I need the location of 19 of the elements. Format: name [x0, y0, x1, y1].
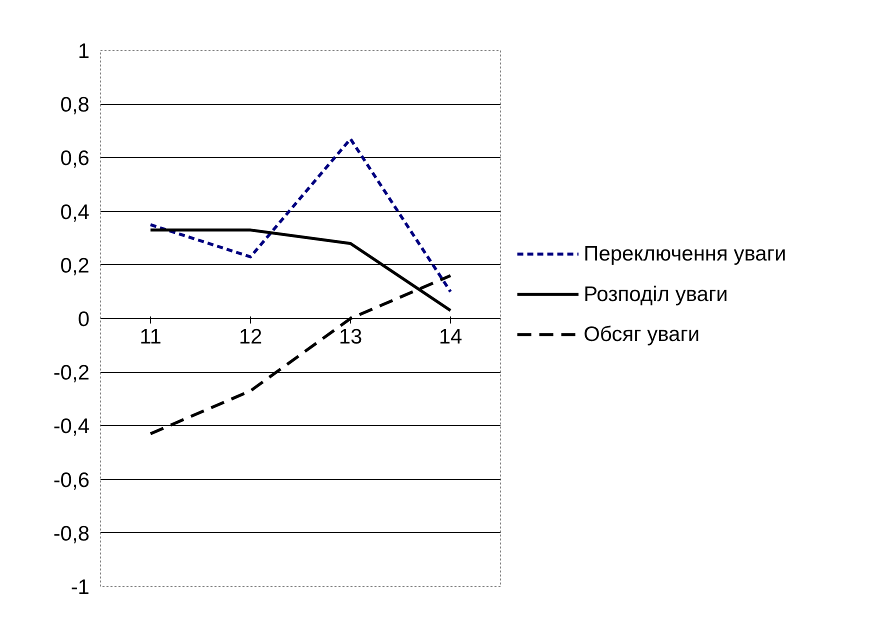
y-tick-label: 0,8: [60, 94, 90, 117]
x-tick-label: 11: [140, 326, 162, 348]
legend-label: Переключення уваги: [584, 242, 786, 266]
y-tick-label: -0,6: [53, 468, 90, 492]
x-tick-label: 12: [238, 326, 262, 348]
y-tick-label: 1: [78, 40, 90, 63]
legend-label: Обсяг уваги: [584, 323, 700, 346]
legend-label: Розподіл уваги: [584, 282, 728, 306]
y-tick-label: -1: [70, 576, 90, 599]
x-tick-label: 13: [338, 326, 362, 348]
y-tick-label: -0,8: [53, 522, 90, 546]
y-tick-label: -0,4: [53, 415, 90, 438]
x-tick-label: 14: [438, 326, 462, 348]
y-tick-label: 0,4: [60, 200, 90, 224]
y-tick-label: 0,2: [60, 254, 90, 278]
line-series: [149, 137, 452, 294]
y-tick-label: 0: [78, 308, 90, 331]
y-tick-label: -0,2: [53, 362, 90, 385]
y-tick-label: 0,6: [60, 147, 90, 170]
